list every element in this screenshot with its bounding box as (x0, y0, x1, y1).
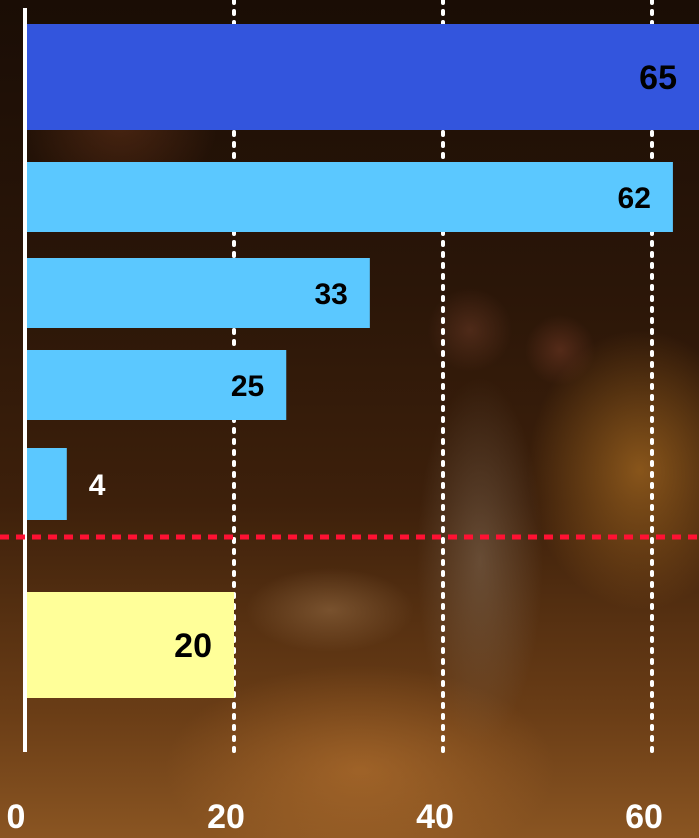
bar-value-label-2: 62 (618, 182, 651, 215)
bar-value-label-3: 33 (314, 278, 347, 311)
x-tick-label-0: 0 (7, 798, 26, 836)
bar-3 (25, 258, 370, 328)
bars (25, 24, 699, 698)
bar-4 (25, 350, 287, 420)
x-tick-label-40: 40 (416, 798, 454, 836)
bar-6 (25, 592, 234, 698)
bar-value-label-6: 20 (174, 627, 212, 665)
bar-value-label-1: 65 (639, 59, 677, 97)
x-tick-label-20: 20 (207, 798, 245, 836)
bar-value-label-4: 25 (231, 370, 264, 403)
bar-2 (25, 162, 673, 232)
x-tick-label-60: 60 (625, 798, 663, 836)
bar-value-label-5: 4 (89, 469, 106, 502)
bar-5 (25, 448, 67, 520)
labels: 65 62 33 25 4 20 0 20 40 60 (7, 59, 677, 836)
bar-1 (25, 24, 699, 130)
axes (0, 8, 699, 752)
